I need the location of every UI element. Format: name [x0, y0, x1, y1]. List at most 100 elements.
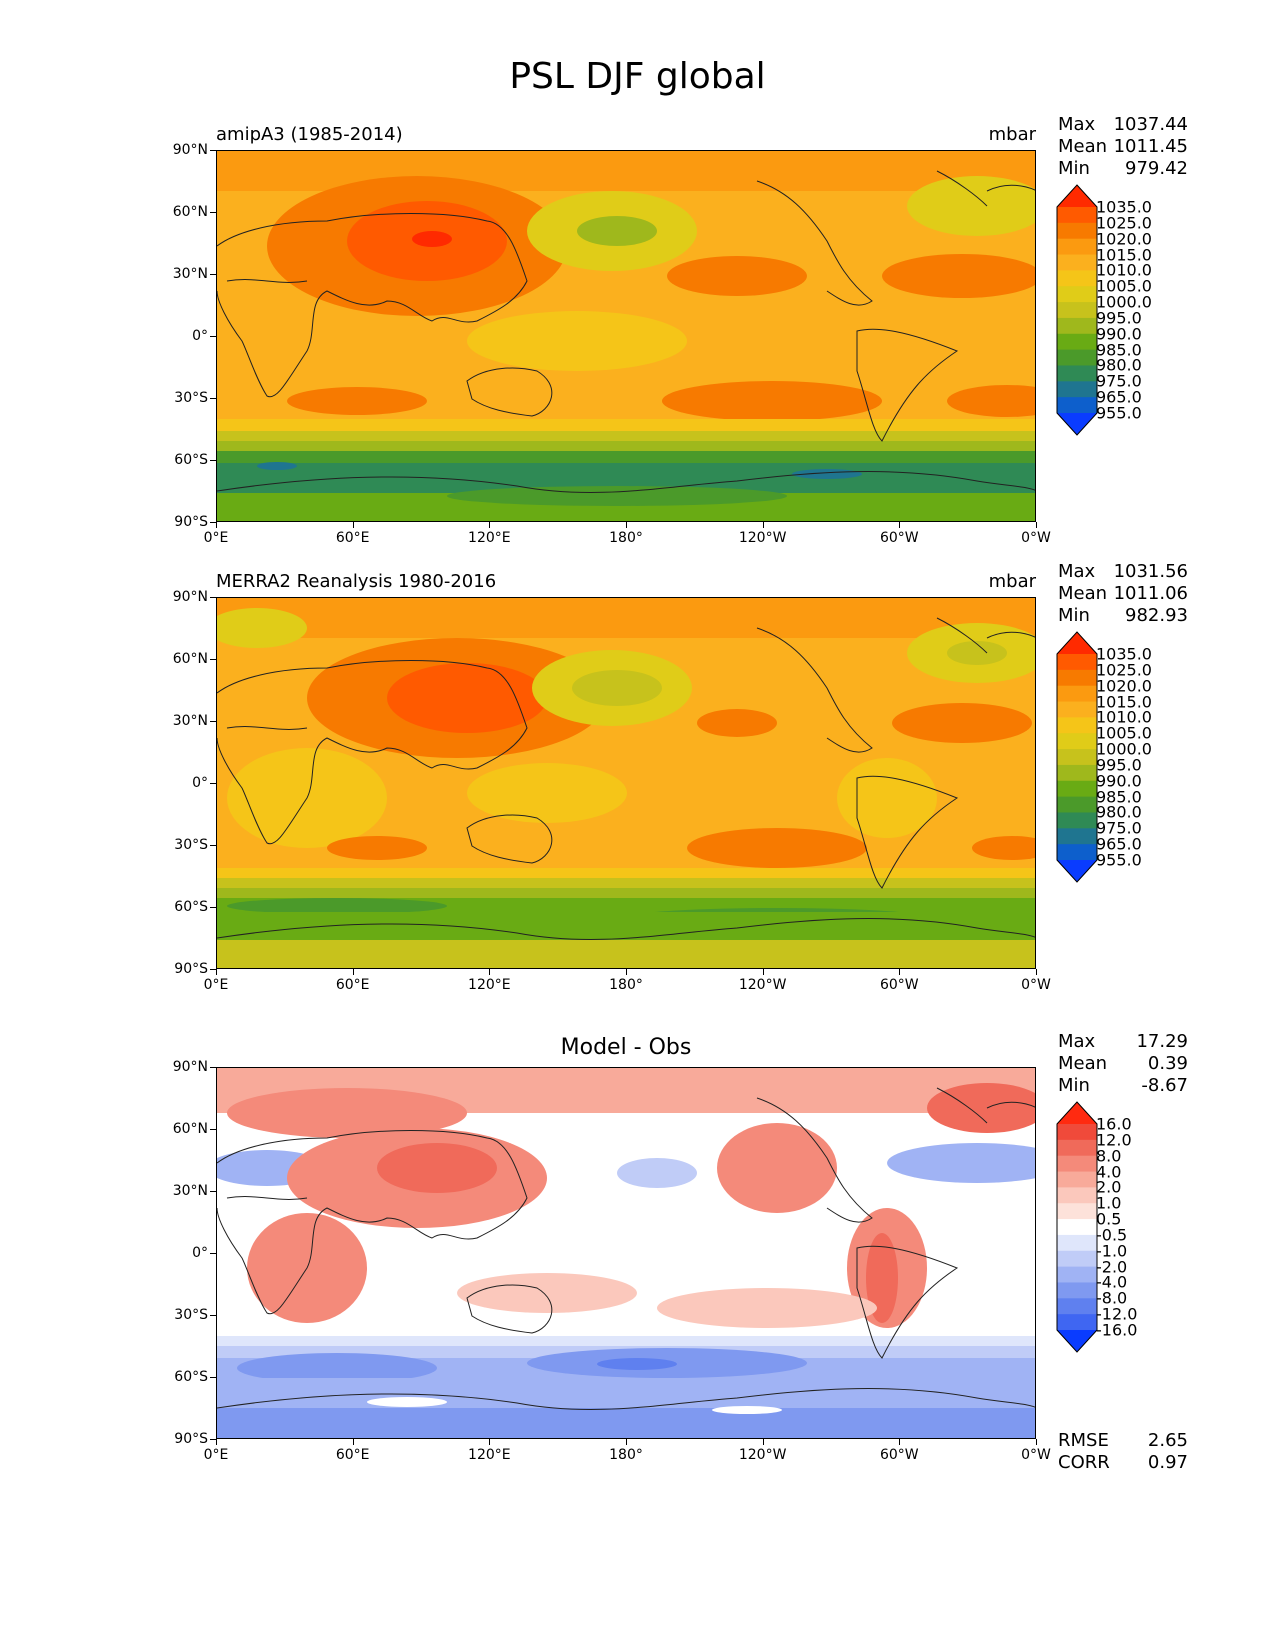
colorbar-label: 1035.0 — [1096, 644, 1152, 664]
panel-stats: Max 1037.44 Mean 1011.45 Min 979.42 — [1058, 114, 1188, 180]
lat-tick-label: 0° — [192, 775, 208, 791]
lon-tick-label: 0°E — [203, 530, 229, 546]
rmse-label: RMSE — [1058, 1430, 1109, 1451]
stat-row: Max 1031.56 — [1058, 561, 1188, 583]
colorbar-label: 1005.0 — [1096, 723, 1152, 743]
lon-tick-label: 120°E — [468, 1447, 511, 1463]
lon-tick-mark — [762, 969, 764, 975]
lon-tick-label: 180° — [609, 530, 643, 546]
colorbar-segment — [1057, 654, 1097, 671]
stat-row: Min 979.42 — [1058, 158, 1188, 180]
colorbar-segment — [1057, 812, 1097, 829]
lat-tick-label: 60°N — [172, 651, 208, 667]
stat-value: 1037.44 — [1113, 114, 1188, 135]
colorbar-segment — [1057, 1282, 1097, 1299]
colorbar-label: 995.0 — [1096, 308, 1142, 328]
colorbar-label: 955.0 — [1096, 403, 1142, 423]
stat-value: 17.29 — [1136, 1031, 1188, 1052]
lat-tick-mark — [210, 1315, 216, 1316]
colorbar-label: 980.0 — [1096, 355, 1142, 375]
lon-tick-mark — [899, 969, 901, 975]
lon-tick-mark — [626, 1439, 627, 1445]
colorbar-segment — [1057, 1171, 1097, 1188]
stat-row: Max 17.29 — [1058, 1031, 1188, 1053]
lat-tick-label: 0° — [192, 1245, 208, 1261]
colorbar-segment — [1057, 302, 1097, 319]
stat-label: Max — [1058, 114, 1096, 135]
stat-value: 1031.56 — [1113, 561, 1188, 582]
rmse-row: RMSE 2.65 — [1058, 1430, 1188, 1452]
colorbar-segment — [1057, 717, 1097, 734]
lon-tick-mark — [1036, 1439, 1037, 1445]
lat-tick-label: 90°N — [172, 589, 208, 605]
colorbar-label: 985.0 — [1096, 340, 1142, 360]
lon-tick-label: 60°E — [335, 530, 370, 546]
lon-tick-mark — [489, 522, 491, 528]
colorbar-label: 0.5 — [1096, 1209, 1122, 1229]
stat-value: 982.93 — [1125, 605, 1188, 626]
coastlines — [217, 617, 1035, 940]
colorbar-outline — [1056, 184, 1098, 436]
map-svg — [217, 598, 1035, 968]
colorbar-label: 1020.0 — [1096, 676, 1152, 696]
colorbar-label: 1025.0 — [1096, 213, 1152, 233]
lon-tick-mark — [1036, 522, 1037, 528]
lat-tick-mark — [210, 336, 216, 337]
stat-row: Mean 1011.45 — [1058, 136, 1188, 158]
lat-tick-mark — [210, 1191, 216, 1192]
colorbar-segment — [1057, 1187, 1097, 1204]
lon-tick-label: 180° — [609, 977, 643, 993]
coastlines — [217, 1087, 1035, 1410]
lon-tick-label: 120°E — [468, 530, 511, 546]
lon-tick-label: 60°W — [879, 977, 919, 993]
lon-tick-mark — [626, 522, 627, 528]
bottom-stats: RMSE 2.65 CORR 0.97 — [1058, 1430, 1188, 1474]
lon-tick-mark — [762, 522, 764, 528]
colorbar-segment — [1057, 317, 1097, 335]
lat-tick-mark — [210, 969, 216, 970]
colorbar-segment — [1057, 238, 1097, 256]
coastlines — [217, 170, 1035, 493]
colorbar-outline — [1056, 631, 1098, 883]
colorbar-label: -12.0 — [1096, 1304, 1138, 1324]
colorbar-label: 975.0 — [1096, 371, 1142, 391]
colorbar-label: 985.0 — [1096, 787, 1142, 807]
stat-value: 1011.06 — [1113, 583, 1188, 604]
colorbar-label: -8.0 — [1096, 1288, 1128, 1308]
lon-tick-mark — [899, 522, 901, 528]
colorbar-label: -16.0 — [1096, 1320, 1138, 1340]
lon-tick-label: 60°W — [879, 530, 919, 546]
lon-tick-mark — [352, 522, 354, 528]
lon-tick-label: 0°W — [1021, 1447, 1051, 1463]
lon-tick-label: 60°W — [879, 1447, 919, 1463]
colorbar-label: 8.0 — [1096, 1146, 1122, 1166]
lat-tick-label: 60°S — [174, 1369, 208, 1385]
colorbar-segment — [1057, 1203, 1097, 1220]
colorbar-label: 1015.0 — [1096, 245, 1152, 265]
colorbar-label: 1.0 — [1096, 1193, 1122, 1213]
lat-tick-label: 90°N — [172, 1059, 208, 1075]
lat-tick-label: 60°N — [172, 204, 208, 220]
colorbar-label: 1035.0 — [1096, 197, 1152, 217]
colorbar-segment — [1057, 1139, 1097, 1157]
stat-value: 1011.45 — [1113, 136, 1188, 157]
lon-tick-mark — [352, 969, 354, 975]
stat-value: 0.39 — [1147, 1053, 1188, 1074]
lon-tick-label: 180° — [609, 1447, 643, 1463]
lon-tick-label: 0°W — [1021, 977, 1051, 993]
stat-row: Mean 0.39 — [1058, 1053, 1188, 1075]
colorbar — [1056, 631, 1098, 883]
lon-tick-mark — [216, 522, 217, 528]
lon-tick-label: 0°E — [203, 1447, 229, 1463]
colorbar-extend-bottom — [1057, 413, 1097, 435]
lat-tick-label: 30°S — [174, 837, 208, 853]
colorbar-extend-top — [1057, 632, 1097, 654]
lon-tick-mark — [489, 969, 491, 975]
lat-tick-mark — [210, 1439, 216, 1440]
colorbar-segment — [1057, 685, 1097, 703]
lat-tick-label: 0° — [192, 328, 208, 344]
colorbar-segment — [1057, 286, 1097, 303]
stat-value: -8.67 — [1141, 1075, 1188, 1096]
lat-tick-mark — [210, 597, 216, 598]
colorbar-segment — [1057, 1155, 1097, 1173]
